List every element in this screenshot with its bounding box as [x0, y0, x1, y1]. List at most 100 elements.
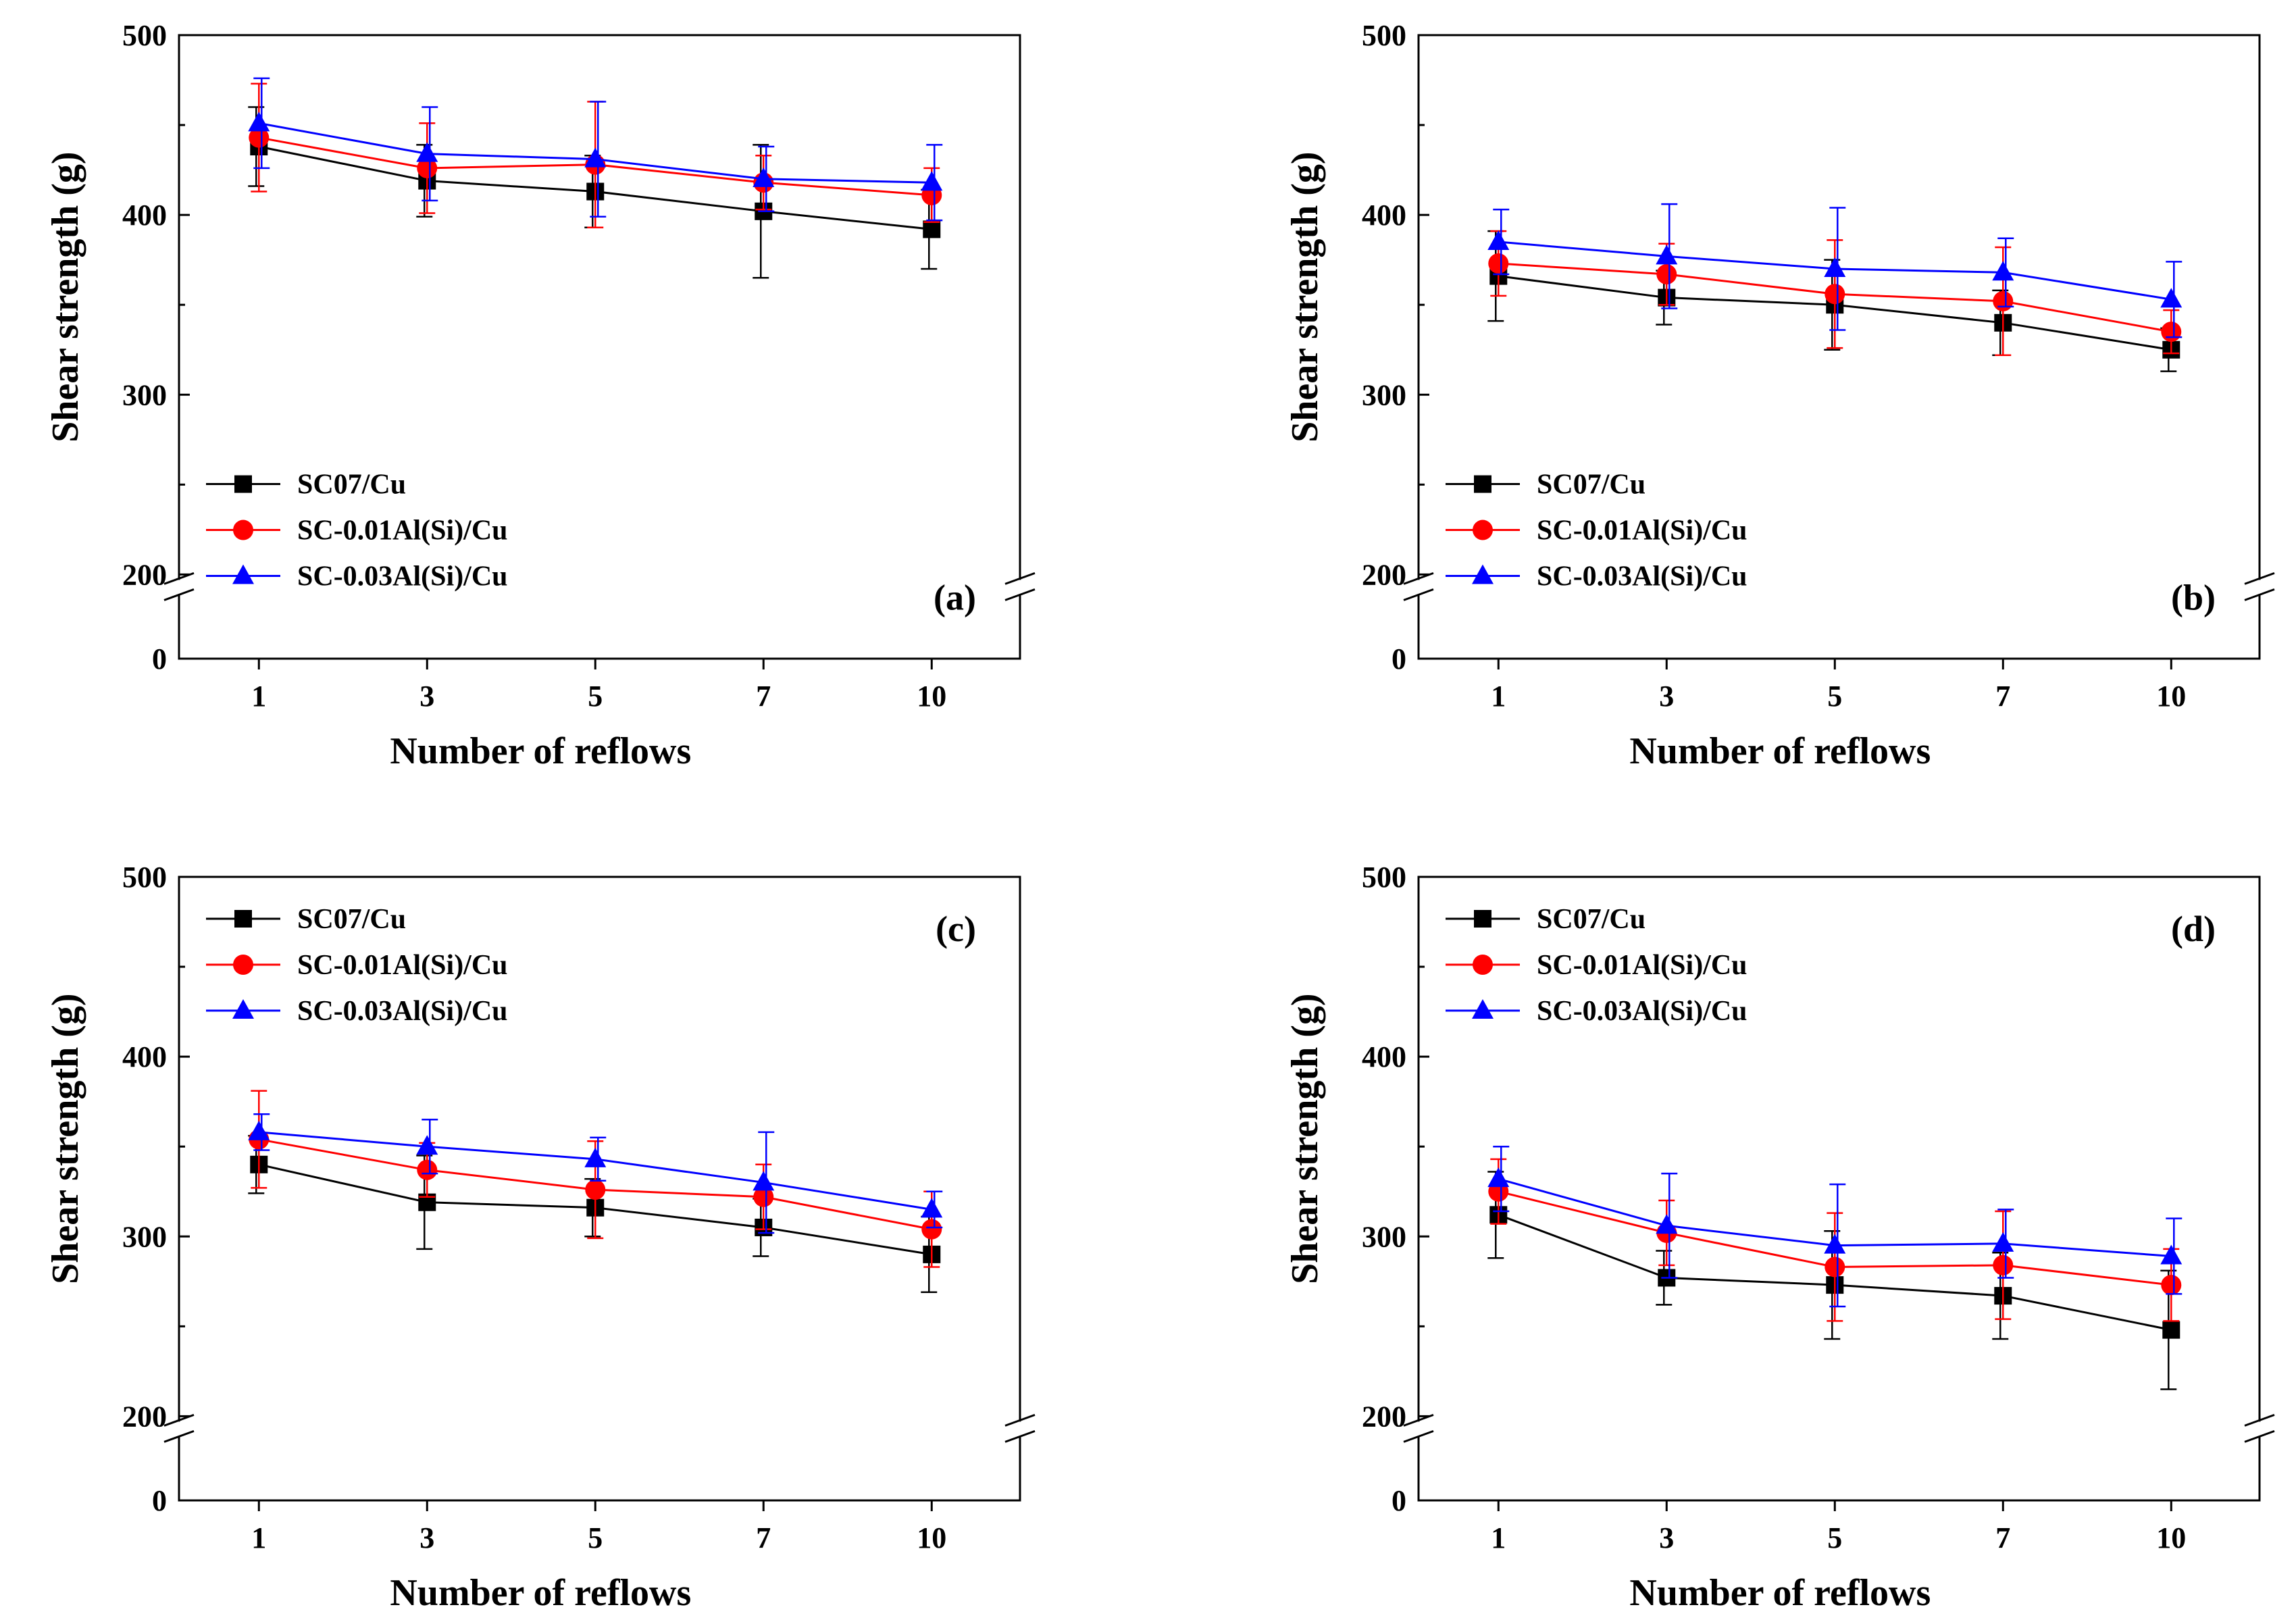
axis-break-gap	[175, 1421, 183, 1437]
chart-panel-a: 200 300 400 500 0 1 3 5 7 10 Number of reflows Shea…	[45, 19, 1036, 772]
legend-label: SC-0.03Al(Si)/Cu	[297, 561, 508, 592]
axis-break-gap	[1414, 580, 1423, 595]
x-tick-label: 10	[2156, 680, 2186, 713]
series-0	[248, 106, 941, 279]
data-point	[249, 127, 270, 148]
x-tick-label: 5	[588, 1521, 603, 1554]
axis-break-gap	[175, 580, 183, 595]
chart-panel-d: 200 300 400 500 0 1 3 5 7 10 Number of reflows Shea…	[1284, 861, 2275, 1614]
axis-break-mark	[2244, 572, 2275, 585]
data-point	[1993, 1254, 2014, 1275]
y-axis-title: Shear strength (g)	[45, 993, 86, 1284]
axis-break-mark	[163, 588, 195, 601]
series-2	[1487, 203, 2183, 338]
axis-break-mark	[2244, 1429, 2275, 1443]
chart-panel-c: 200 300 400 500 0 1 3 5 7 10 Number of reflows Shea…	[45, 861, 1036, 1614]
x-tick-label: 1	[251, 1521, 266, 1554]
data-point	[1992, 1232, 2014, 1252]
plot-frame	[1417, 34, 2261, 660]
legend-label: SC-0.01Al(Si)/Cu	[297, 515, 508, 547]
data-point	[1656, 245, 1678, 265]
data-point	[1993, 290, 2014, 311]
data-point	[923, 220, 941, 238]
data-point	[753, 1186, 774, 1207]
data-point	[417, 1159, 438, 1180]
x-tick-label: 5	[1827, 1521, 1842, 1554]
series-2	[248, 77, 943, 222]
data-point	[417, 157, 438, 178]
data-point	[1825, 284, 1845, 305]
x-tick-label: 3	[419, 1521, 434, 1554]
data-point	[585, 1180, 606, 1200]
legend: SC07/Cu SC-0.01Al(Si)/Cu SC-0.03Al(Si)/Cu	[206, 470, 508, 592]
plot-frame	[178, 34, 1021, 660]
x-tick-label: 3	[419, 680, 434, 713]
data-point	[921, 1219, 942, 1240]
y-axis-title: Shear strength (g)	[45, 151, 86, 442]
y-tick-label: 0	[152, 642, 167, 676]
legend-marker	[233, 955, 253, 975]
x-tick-label: 10	[2156, 1521, 2186, 1554]
legend-marker	[1473, 519, 1493, 540]
data-point	[1825, 1257, 1845, 1277]
y-tick-label: 500	[1362, 861, 1406, 894]
data-point	[1487, 230, 1510, 251]
series-1	[249, 1090, 942, 1268]
data-point	[752, 1171, 775, 1191]
legend-label: SC-0.03Al(Si)/Cu	[297, 996, 508, 1027]
data-point	[2160, 1244, 2183, 1265]
axis-break-mark	[1004, 1413, 1036, 1427]
y-tick-label: 200	[1362, 558, 1406, 591]
legend-label: SC-0.01Al(Si)/Cu	[1537, 515, 1747, 547]
y-axis-title: Shear strength (g)	[1284, 993, 1326, 1284]
x-tick-label: 3	[1659, 680, 1674, 713]
legend-marker	[234, 910, 252, 928]
data-point	[416, 142, 438, 162]
legend-label: SC-0.03Al(Si)/Cu	[1537, 996, 1747, 1027]
x-tick-label: 7	[1995, 680, 2010, 713]
x-axis-title: Number of reflows	[1629, 1572, 1931, 1614]
y-tick-label: 500	[122, 19, 167, 52]
legend-label: SC-0.01Al(Si)/Cu	[1537, 950, 1747, 981]
x-axis-title: Number of reflows	[1629, 730, 1931, 772]
data-point	[248, 111, 270, 132]
data-point	[921, 1198, 943, 1218]
y-tick-label: 500	[1362, 19, 1406, 52]
plot-frame	[178, 876, 1021, 1502]
x-tick-label: 3	[1659, 1521, 1674, 1554]
legend-marker	[232, 999, 254, 1019]
axis-break-mark	[1403, 588, 1434, 601]
series-2	[248, 1113, 943, 1234]
legend-marker	[1473, 955, 1493, 975]
axis-break-gap	[1414, 1421, 1423, 1437]
x-tick-label: 10	[917, 680, 946, 713]
data-point	[2161, 1275, 2182, 1296]
data-point	[1656, 263, 1677, 284]
y-tick-label: 300	[122, 1220, 167, 1253]
axis-break-gap	[2255, 1421, 2264, 1437]
series-2	[1487, 1145, 2183, 1308]
legend: SC07/Cu SC-0.01Al(Si)/Cu SC-0.03Al(Si)/Cu	[1446, 470, 1747, 592]
legend-marker	[234, 475, 252, 493]
y-tick-label: 300	[1362, 1220, 1406, 1253]
x-axis-title: Number of reflows	[390, 1572, 691, 1614]
panel-label: (d)	[2171, 909, 2216, 949]
plot-frame	[1417, 876, 2261, 1502]
data-point	[584, 1147, 607, 1167]
x-axis-title: Number of reflows	[390, 730, 691, 772]
y-tick-label: 0	[1392, 1484, 1406, 1517]
legend-label: SC-0.03Al(Si)/Cu	[1537, 561, 1747, 592]
legend-marker	[1474, 475, 1491, 493]
panel-label: (a)	[934, 577, 976, 617]
x-tick-label: 1	[251, 680, 266, 713]
axis-break-mark	[1004, 1429, 1036, 1443]
legend-marker	[1472, 999, 1494, 1019]
y-tick-label: 200	[122, 1400, 167, 1433]
legend-label: SC-0.01Al(Si)/Cu	[297, 950, 508, 981]
data-point	[2160, 288, 2183, 308]
y-tick-label: 300	[1362, 378, 1406, 411]
x-tick-label: 7	[756, 1521, 771, 1554]
legend-marker	[233, 519, 253, 540]
axis-break-mark	[2244, 1413, 2275, 1427]
